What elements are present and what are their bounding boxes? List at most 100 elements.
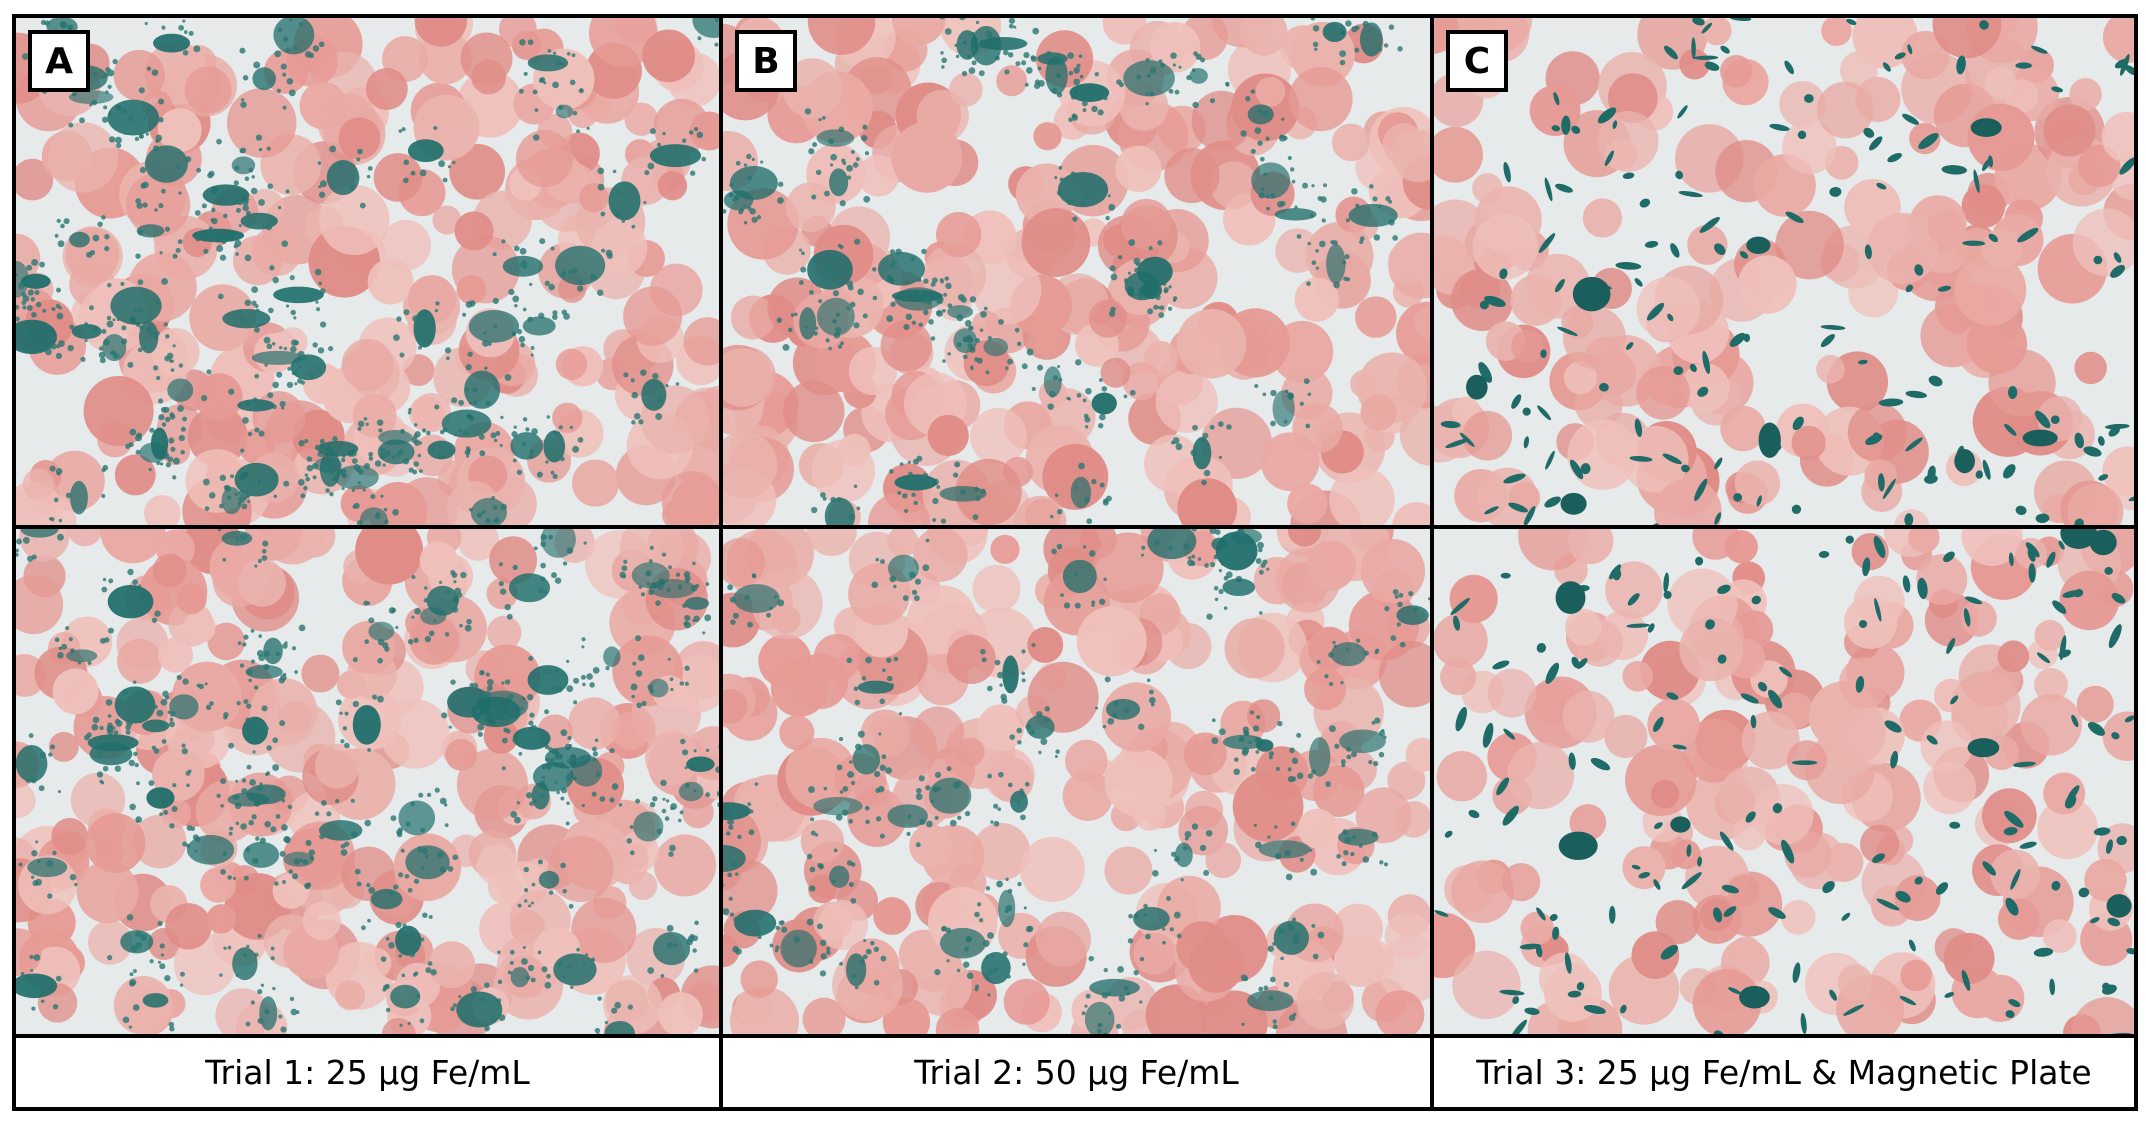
iron-dot [234,165,240,171]
iron-particle [1609,564,1622,580]
iron-dot [368,886,376,894]
iron-dot [1287,767,1292,772]
cell [1035,911,1091,967]
iron-dot [861,135,868,142]
cell [555,348,588,380]
iron-dot [362,488,366,492]
iron-dot [729,912,735,917]
iron-dot [960,296,967,303]
iron-dot [254,427,260,433]
iron-dot [826,264,834,272]
iron-dot [344,711,349,716]
iron-dot [426,792,432,797]
iron-particle [2083,446,2102,457]
iron-dot [947,352,951,356]
iron-dot [1374,717,1381,724]
iron-particle [1662,453,1682,465]
iron-dot [1047,403,1054,410]
iron-dot [800,266,807,273]
iron-dot [228,742,234,749]
iron-stain [1062,559,1097,593]
iron-dot [1056,92,1063,98]
iron-particle [1629,455,1653,462]
iron-dot [257,933,262,939]
iron-dot [497,950,501,955]
iron-dot [630,378,635,383]
iron-dot [91,325,99,333]
iron-dot [1256,715,1261,720]
iron-dot [126,719,134,727]
cell [1847,402,1907,462]
cell [721,688,748,724]
iron-stain [243,841,280,868]
iron-dot [99,637,106,644]
iron-dot [806,918,814,926]
iron-dot [186,783,190,788]
cell [1092,532,1164,604]
iron-dot [235,252,239,256]
iron-dot [158,398,164,404]
cell [489,536,538,585]
iron-particle [1499,268,1508,280]
iron-dot [384,519,389,525]
iron-stain [816,129,855,147]
iron-dot [1218,728,1226,736]
cell [955,737,985,767]
iron-dot [853,484,858,489]
iron-dot [879,833,885,839]
iron-dot [1188,556,1192,560]
iron-dot [32,880,39,887]
iron-dot [1115,1023,1122,1029]
iron-dot [864,805,870,811]
cell [1752,784,1814,845]
cell [891,16,946,46]
iron-dot [335,699,342,706]
iron-dot [854,985,859,990]
iron-dot [1127,271,1131,275]
iron-dot [814,833,819,837]
iron-dot [521,958,528,965]
iron-dot [439,866,447,873]
iron-stain [1069,83,1110,103]
cell [1088,299,1128,338]
iron-dot [649,128,656,135]
iron-dot [289,18,293,22]
iron-dot [932,497,939,505]
iron-dot [507,693,514,701]
cell [1916,554,1968,605]
cell [1654,478,1722,527]
cell [14,928,42,977]
iron-dot [185,156,192,163]
iron-dot [778,181,784,187]
iron-particle [1670,243,1680,258]
iron-dot [275,813,281,819]
iron-dot [52,850,57,856]
iron-dot [17,282,25,290]
cell [1255,76,1286,107]
cell [1205,842,1242,879]
iron-dot [421,428,427,433]
iron-dot [743,221,748,225]
iron-dot [420,865,425,870]
iron-particle [1673,366,1684,375]
iron-dot [1184,830,1192,838]
iron-dot [985,886,991,891]
iron-stain [1967,738,2000,758]
iron-dot [1239,736,1245,742]
iron-dot [528,655,534,661]
iron-dot [1020,814,1026,821]
iron-dot [137,229,144,236]
iron-dot [276,88,282,93]
cell [299,81,348,130]
iron-dot [1287,155,1292,161]
iron-particle [2051,880,2061,891]
iron-dot [693,749,697,753]
cell [1405,737,1432,772]
iron-dot [1291,937,1299,945]
iron-dot [308,849,315,856]
iron-dot [807,853,813,860]
iron-dot [1153,848,1158,852]
iron-dot [487,685,493,692]
iron-dot [577,436,584,443]
iron-dot [974,337,981,344]
